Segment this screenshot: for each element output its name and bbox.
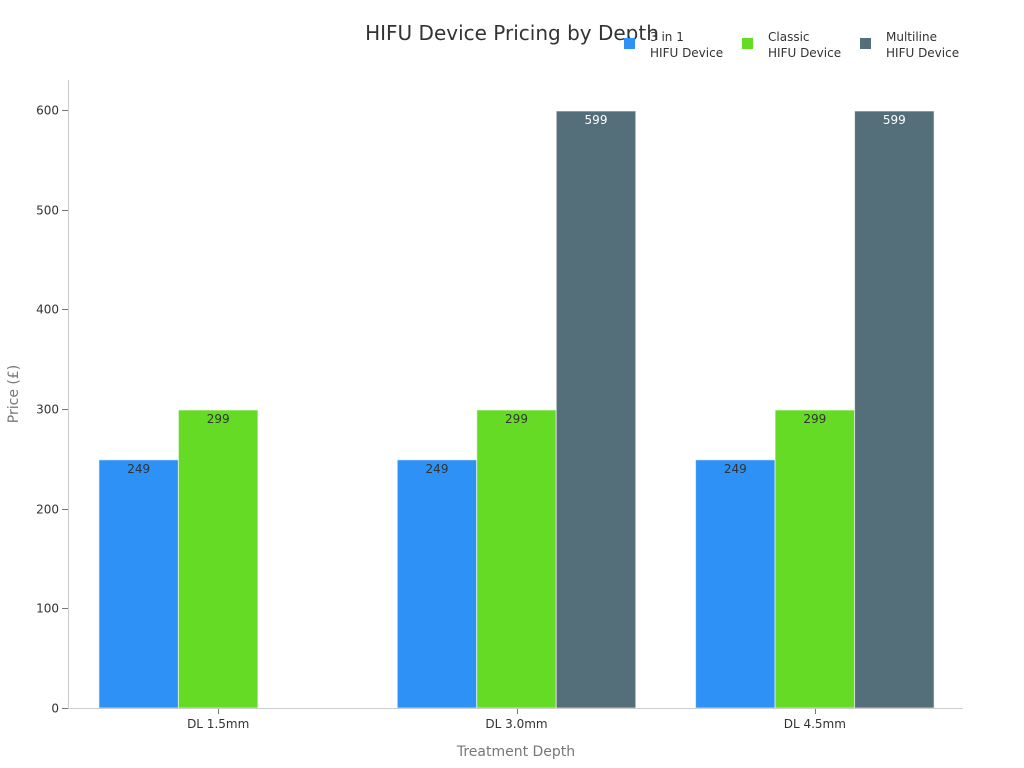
bars-layer: 249 299 249 299 599 249 299 599 xyxy=(98,110,935,709)
legend-swatch-icon xyxy=(742,38,753,49)
legend-label: HIFU Device xyxy=(886,46,959,60)
bar-value-label: 299 xyxy=(803,412,826,426)
x-tick-label: DL 4.5mm xyxy=(784,717,846,731)
bar[interactable] xyxy=(98,459,179,709)
bar-value-label: 299 xyxy=(505,412,528,426)
bar-value-label: 599 xyxy=(585,113,608,127)
legend-label: HIFU Device xyxy=(768,46,841,60)
legend-swatch-icon xyxy=(624,38,635,49)
bar-value-label: 599 xyxy=(883,113,906,127)
bar[interactable] xyxy=(177,409,259,709)
bar-value-label: 249 xyxy=(724,462,747,476)
bar[interactable] xyxy=(774,409,856,709)
legend-label: HIFU Device xyxy=(650,46,723,60)
y-tick-label: 500 xyxy=(36,204,59,218)
bar[interactable] xyxy=(854,110,935,709)
legend-label: Multiline xyxy=(886,30,937,44)
bar[interactable] xyxy=(476,409,557,709)
x-tick-label: DL 3.0mm xyxy=(485,717,547,731)
x-tick-label: DL 1.5mm xyxy=(187,717,249,731)
y-axis-title: Price (£) xyxy=(6,365,22,423)
x-axis-title: Treatment Depth xyxy=(456,744,575,760)
y-tick-label: 200 xyxy=(36,503,59,517)
bar[interactable] xyxy=(695,459,776,709)
bar-value-label: 249 xyxy=(127,462,150,476)
x-axis-ticks: DL 1.5mm DL 3.0mm DL 4.5mm xyxy=(187,709,846,731)
legend-item[interactable]: Classic HIFU Device xyxy=(742,30,841,60)
y-tick-label: 300 xyxy=(36,403,59,417)
legend-item[interactable]: Multiline HIFU Device xyxy=(860,30,959,60)
bar-value-label: 249 xyxy=(426,462,449,476)
legend-item[interactable]: 3 in 1 HIFU Device xyxy=(624,30,723,60)
chart-title: HIFU Device Pricing by Depth xyxy=(365,21,659,45)
y-tick-label: 100 xyxy=(36,602,59,616)
y-tick-label: 400 xyxy=(36,303,59,317)
legend-swatch-icon xyxy=(860,38,871,49)
y-axis-ticks: 0 100 200 300 400 500 600 xyxy=(36,104,68,716)
legend-label: 3 in 1 xyxy=(650,30,684,44)
y-tick-label: 0 xyxy=(51,702,59,716)
bar[interactable] xyxy=(396,459,478,709)
bar-value-label: 299 xyxy=(207,412,230,426)
y-tick-label: 600 xyxy=(36,104,59,118)
bar[interactable] xyxy=(555,110,637,709)
legend-label: Classic xyxy=(768,30,810,44)
